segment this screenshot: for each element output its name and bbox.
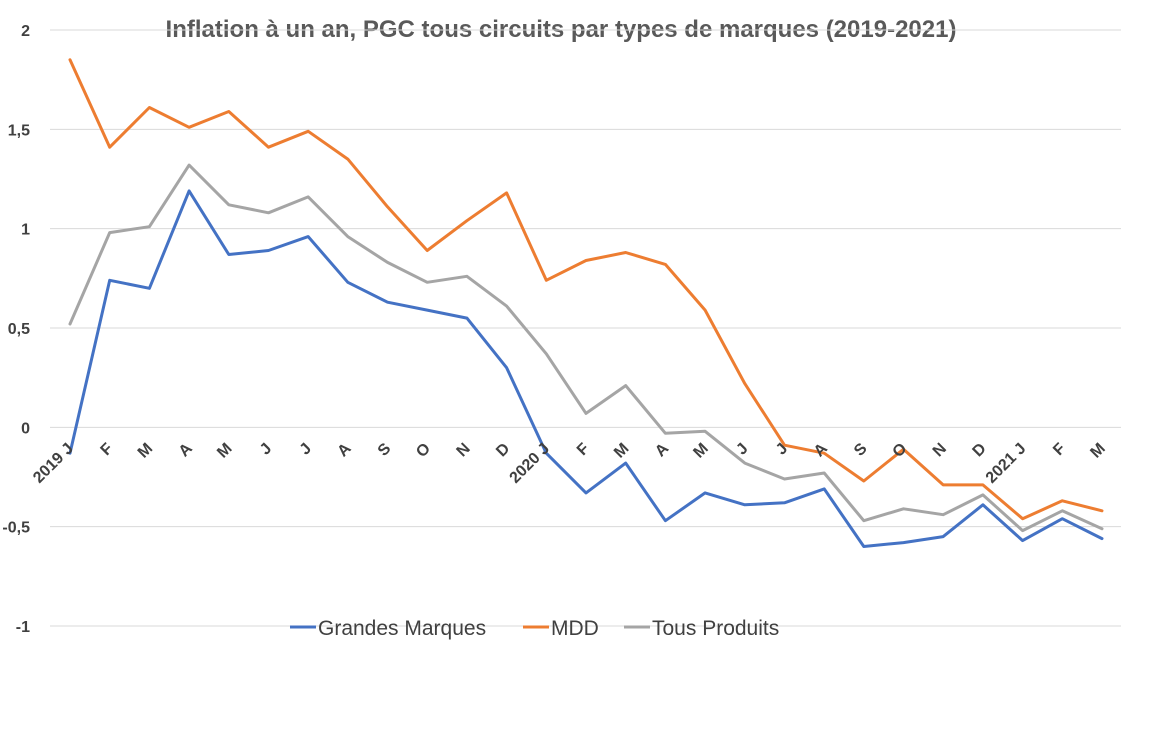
y-tick-label: 0	[21, 420, 30, 437]
x-tick-label: M	[135, 440, 156, 461]
x-tick-label: 2019 J	[30, 440, 77, 487]
series-line-2	[68, 58, 1104, 521]
y-axis-ticks: 2 1,5 1 0,5 0 -0,5 -1	[2, 23, 30, 636]
x-tick-label: A	[176, 440, 197, 461]
x-tick-label: O	[413, 440, 434, 461]
y-tick-label: 1	[21, 222, 30, 239]
x-tick-label: A	[334, 440, 355, 461]
legend-label: Tous Produits	[652, 617, 779, 640]
legend: Grandes Marques MDD Tous Produits	[290, 617, 779, 640]
x-tick-label: N	[930, 440, 950, 460]
y-tick-label: -1	[16, 619, 30, 636]
series-line-3	[68, 163, 1104, 533]
y-tick-label: 1,5	[8, 122, 30, 139]
x-tick-label: F	[98, 440, 117, 459]
x-tick-label: M	[214, 440, 235, 461]
y-tick-label: 2	[21, 23, 30, 40]
x-tick-label: A	[652, 440, 673, 461]
x-tick-label: D	[493, 440, 513, 460]
y-tick-label: 0,5	[8, 321, 30, 338]
x-tick-label: F	[1050, 440, 1069, 459]
legend-label: Grandes Marques	[318, 617, 486, 640]
x-tick-label: 2020 J	[507, 440, 554, 487]
x-tick-label: J	[297, 440, 315, 458]
x-tick-label: S	[375, 440, 395, 460]
x-tick-label: F	[574, 440, 593, 459]
x-tick-label: N	[454, 440, 474, 460]
gridlines	[50, 29, 1121, 627]
legend-label: MDD	[551, 617, 599, 640]
y-tick-label: -0,5	[2, 520, 30, 537]
x-tick-label: M	[1087, 440, 1108, 461]
series-lines	[68, 58, 1104, 548]
x-tick-label: 2021 J	[983, 440, 1030, 487]
x-tick-label: M	[690, 440, 711, 461]
x-tick-label: M	[611, 440, 632, 461]
x-tick-label: S	[851, 440, 871, 460]
x-tick-label: J	[257, 440, 275, 458]
x-tick-label: D	[970, 440, 990, 460]
series-line-1	[68, 189, 1104, 548]
